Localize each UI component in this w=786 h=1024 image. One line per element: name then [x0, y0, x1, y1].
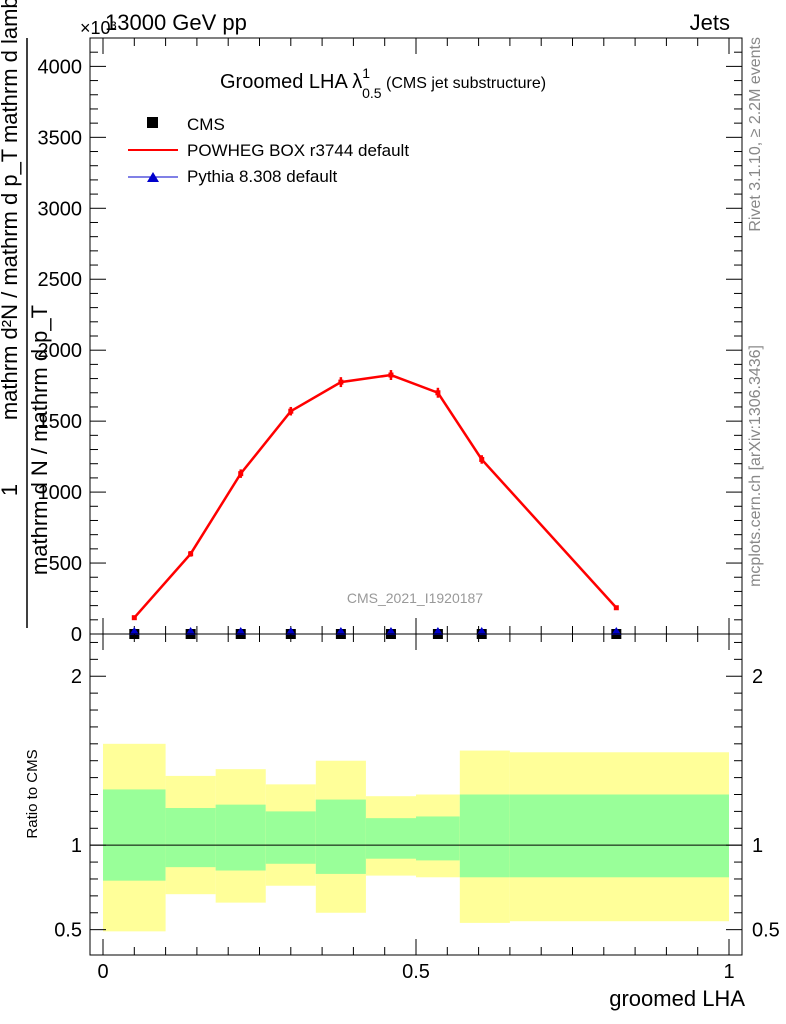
ratio-y-tick-label: 0.5: [54, 920, 82, 942]
main-y-tick-label: 4000: [38, 56, 83, 78]
ratio-band-stat: [165, 808, 216, 868]
pythia-point: [129, 627, 140, 635]
ratio-x-ticks: 0 0.5 1: [97, 634, 735, 983]
ratio-band-stat: [215, 804, 266, 871]
legend: CMS POWHEG BOX r3744 default Pythia 8.30…: [128, 115, 409, 186]
legend-label-pythia: Pythia 8.308 default: [187, 167, 338, 186]
pythia-point: [432, 627, 443, 635]
legend-label-powheg: POWHEG BOX r3744 default: [187, 141, 409, 160]
pythia-point: [611, 627, 622, 635]
pythia-point: [476, 627, 487, 635]
main-y-tick-label: 0: [71, 624, 82, 646]
header-left: 13000 GeV pp: [105, 10, 247, 35]
y-label-denominator: mathrm d N / mathrm d p_T: [27, 305, 52, 575]
ratio-y-tick-label-right: 0.5: [752, 920, 780, 942]
powheg-point: [338, 379, 344, 385]
ratio-band-stat: [509, 794, 729, 878]
legend-label-cms: CMS: [187, 115, 225, 134]
ratio-y-tick-label: 2: [71, 666, 82, 688]
main-y-tick-label: 2500: [38, 269, 83, 291]
powheg-point: [435, 390, 441, 396]
legend-marker-pythia: [147, 172, 159, 182]
title-suffix: (CMS jet substructure): [382, 75, 546, 92]
ratio-y-tick-label-right: 1: [752, 835, 763, 857]
y-label-one: 1: [0, 484, 22, 496]
main-x-ticks: [102, 38, 730, 634]
mcplots-info: mcplots.cern.ch [arXiv:1306.3436]: [747, 345, 764, 587]
header-right: Jets: [690, 10, 730, 35]
legend-marker-cms: [147, 117, 158, 128]
powheg-point: [188, 551, 194, 557]
pythia-point: [285, 627, 296, 635]
ratio-y-tick-label: 1: [71, 835, 82, 857]
main-y-ticks: 0 500 1000 1500 2000 2500 3000 3500 4000: [38, 37, 742, 646]
ratio-y-ticks: 0.5 0.5 1 1 2 2: [54, 641, 780, 942]
x-axis-label: groomed LHA: [609, 986, 745, 1011]
x-tick-label: 0.5: [402, 961, 430, 983]
ratio-y-label: Ratio to CMS: [24, 749, 41, 838]
x-tick-label: 0: [97, 961, 108, 983]
main-y-tick-label: 3500: [38, 127, 83, 149]
powheg-line: [133, 373, 618, 619]
title-sup: 1: [362, 65, 370, 81]
main-panel: 0 500 1000 1500 2000 2500 3000 3500 4000 CMS_202…: [38, 37, 743, 646]
ratio-band-stat: [459, 794, 510, 878]
powheg-point: [479, 456, 485, 462]
y-axis-label: 1 mathrm d²N / mathrm d p_T mathrm d lam…: [0, 0, 52, 628]
ratio-band-stat: [315, 799, 366, 874]
main-y-tick-label: 1000: [38, 482, 83, 504]
powheg-point: [131, 615, 137, 621]
plot-title: Groomed LHA λ1 0.5 (CMS jet substructure): [220, 65, 546, 101]
ratio-band-stat: [265, 811, 316, 864]
rivet-info: Rivet 3.1.10, ≥ 2.2M events: [747, 37, 764, 232]
pythia-point: [385, 627, 396, 635]
pythia-point: [235, 627, 246, 635]
title-main: Groomed LHA λ: [220, 71, 362, 93]
ratio-band-stat: [103, 789, 166, 881]
x-tick-label: 1: [723, 961, 734, 983]
powheg-point: [238, 471, 244, 477]
analysis-watermark: CMS_2021_I1920187: [347, 590, 483, 606]
main-y-tick-label: 2000: [38, 340, 83, 362]
y-multiplier: ×10³: [80, 18, 117, 38]
powheg-point: [288, 408, 294, 414]
ratio-band-stat: [416, 816, 460, 861]
main-y-tick-label: 3000: [38, 198, 83, 220]
ratio-bands: [103, 743, 729, 932]
ratio-panel: 0.5 0.51 12 2 0 0.5 1 Ratio to CMS: [24, 633, 780, 983]
pythia-point: [335, 627, 346, 635]
ratio-y-tick-label-right: 2: [752, 666, 763, 688]
main-y-tick-label: 500: [49, 553, 82, 575]
pythia-point: [185, 627, 196, 635]
powheg-point: [613, 605, 619, 611]
y-label-numerator: mathrm d²N / mathrm d p_T mathrm d lambd…: [0, 0, 22, 420]
powheg-point: [388, 372, 394, 378]
ratio-band-stat: [365, 818, 416, 859]
title-sub: 0.5: [362, 85, 382, 101]
main-y-tick-label: 1500: [38, 411, 83, 433]
